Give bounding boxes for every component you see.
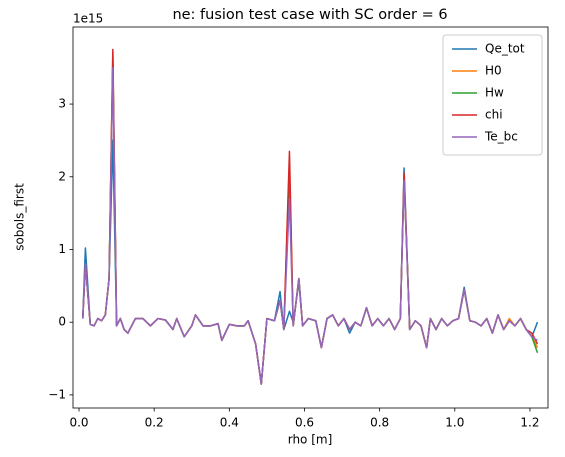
x-tick-label: 0.4 <box>220 416 239 430</box>
x-tick-label: 1.0 <box>445 416 464 430</box>
x-tick-label: 0.0 <box>69 416 88 430</box>
y-tick-label: 2 <box>58 169 66 183</box>
legend-label: Hw <box>485 86 504 100</box>
legend-frame <box>442 34 543 156</box>
y-axis-label: sobols_first <box>13 183 27 251</box>
y-tick-label: 1 <box>58 242 66 256</box>
legend-label: H0 <box>485 64 502 78</box>
series-line <box>82 139 539 385</box>
y-offset-label: 1e15 <box>73 12 103 26</box>
x-axis-label: rho [m] <box>288 433 333 447</box>
legend-label: chi <box>485 108 503 122</box>
chart-title: ne: fusion test case with SC order = 6 <box>172 7 447 23</box>
series-line <box>82 66 538 385</box>
x-tick-label: 0.8 <box>370 416 389 430</box>
y-tick-label: 3 <box>58 97 66 111</box>
legend-label: Te_bc <box>484 130 518 144</box>
plot-frame <box>72 26 549 409</box>
x-tick-label: 1.2 <box>520 416 539 430</box>
x-tick-label: 0.6 <box>295 416 314 430</box>
y-tick-label: −1 <box>48 387 66 401</box>
y-tick-label: 0 <box>58 315 66 329</box>
x-tick-label: 0.2 <box>145 416 164 430</box>
legend-label: Qe_tot <box>485 42 525 56</box>
